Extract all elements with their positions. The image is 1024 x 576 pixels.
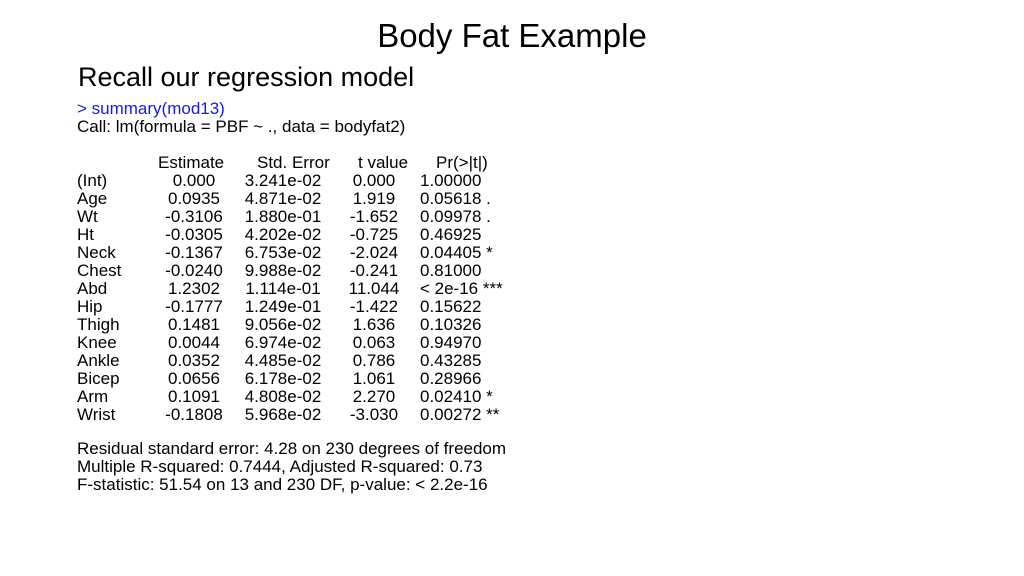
coef-t-value: 0.063 — [352, 333, 396, 352]
coef-p-value: 0.15622 — [420, 297, 482, 316]
coef-estimate: 0.1091 — [168, 387, 220, 406]
coef-name: Thigh — [77, 315, 120, 334]
coef-name: Hip — [77, 297, 103, 316]
coef-t-value: -1.652 — [349, 207, 399, 226]
coef-p-value: 0.28966 — [420, 369, 482, 388]
table-row: Arm 0.1091 4.808e-02 2.270 0.02410 * — [0, 388, 1024, 406]
coef-name: Arm — [77, 387, 109, 406]
coef-t-value: 11.044 — [348, 279, 400, 298]
coef-t-value: -0.725 — [349, 225, 399, 244]
table-row: Ht -0.0305 4.202e-02 -0.725 0.46925 — [0, 226, 1024, 244]
coef-t-value: 2.270 — [352, 387, 396, 406]
header-std-error: Std. Error — [257, 153, 330, 172]
table-row: Knee 0.0044 6.974e-02 0.063 0.94970 — [0, 334, 1024, 352]
coef-estimate: -0.3106 — [165, 207, 223, 226]
coef-estimate: 1.2302 — [168, 279, 220, 298]
coef-std-error: 9.056e-02 — [244, 315, 322, 334]
coef-name: Abd — [77, 279, 108, 298]
coef-name: Age — [77, 189, 108, 208]
coef-std-error: 1.249e-01 — [244, 297, 322, 316]
table-row: Hip -0.1777 1.249e-01 -1.422 0.15622 — [0, 298, 1024, 316]
table-row: Thigh 0.1481 9.056e-02 1.636 0.10326 — [0, 316, 1024, 334]
table-row: (Int) 0.000 3.241e-02 0.000 1.00000 — [0, 172, 1024, 190]
table-row: Ankle 0.0352 4.485e-02 0.786 0.43285 — [0, 352, 1024, 370]
coef-p-value: 0.10326 — [420, 315, 482, 334]
coef-std-error: 6.974e-02 — [244, 333, 322, 352]
coef-p-value: 0.94970 — [420, 333, 482, 352]
table-row: Wrist -0.1808 5.968e-02 -3.030 0.00272 ** — [0, 406, 1024, 424]
coef-t-value: -3.030 — [349, 405, 399, 424]
coef-estimate: -0.0240 — [165, 261, 223, 280]
coef-t-value: 1.061 — [352, 369, 396, 388]
coef-name: Knee — [77, 333, 117, 352]
table-row: Abd 1.2302 1.114e-01 11.044 < 2e-16 *** — [0, 280, 1024, 298]
coef-t-value: -0.241 — [349, 261, 399, 280]
coef-name: Wrist — [77, 405, 116, 424]
r-command: > summary(mod13) — [77, 99, 225, 118]
coef-p-value: 0.02410 * — [420, 387, 493, 406]
coef-t-value: 1.636 — [352, 315, 396, 334]
coef-name: Neck — [77, 243, 116, 262]
coef-estimate: 0.000 — [172, 171, 216, 190]
coef-t-value: -2.024 — [349, 243, 399, 262]
coef-p-value: 0.05618 . — [420, 189, 491, 208]
coef-std-error: 4.808e-02 — [244, 387, 322, 406]
coef-estimate: 0.1481 — [168, 315, 220, 334]
coef-estimate: -0.1777 — [165, 297, 223, 316]
r-call: Call: lm(formula = PBF ~ ., data = bodyf… — [77, 117, 406, 136]
coef-name: Bicep — [77, 369, 120, 388]
coef-t-value: -1.422 — [349, 297, 399, 316]
f-statistic-line: F-statistic: 51.54 on 13 and 230 DF, p-v… — [77, 475, 488, 494]
coef-estimate: -0.1367 — [165, 243, 223, 262]
table-row: Neck -0.1367 6.753e-02 -2.024 0.04405 * — [0, 244, 1024, 262]
coef-name: (Int) — [77, 171, 108, 190]
coef-p-value: 0.04405 * — [420, 243, 493, 262]
table-row: Wt -0.3106 1.880e-01 -1.652 0.09978 . — [0, 208, 1024, 226]
coef-std-error: 9.988e-02 — [244, 261, 322, 280]
coef-estimate: 0.0352 — [168, 351, 220, 370]
coef-estimate: 0.0935 — [168, 189, 220, 208]
coef-estimate: -0.0305 — [165, 225, 223, 244]
coef-p-value: 1.00000 — [420, 171, 482, 190]
header-p-value: Pr(>|t|) — [436, 153, 488, 172]
coef-p-value: 0.46925 — [420, 225, 482, 244]
coef-std-error: 6.178e-02 — [244, 369, 322, 388]
coef-p-value: 0.43285 — [420, 351, 482, 370]
coef-std-error: 4.485e-02 — [244, 351, 322, 370]
coef-name: Ht — [77, 225, 94, 244]
slide-title-text: Body Fat Example — [377, 17, 647, 54]
coef-t-value: 0.000 — [352, 171, 396, 190]
coef-std-error: 5.968e-02 — [244, 405, 322, 424]
table-row: Bicep 0.0656 6.178e-02 1.061 0.28966 — [0, 370, 1024, 388]
residual-standard-error: Residual standard error: 4.28 on 230 deg… — [77, 439, 507, 458]
coef-p-value: < 2e-16 *** — [420, 279, 503, 298]
coefficient-table: (Int) 0.000 3.241e-02 0.000 1.00000 Age 0.0935… — [0, 172, 1024, 424]
model-summary: Residual standard error: 4.28 on 230 deg… — [77, 440, 506, 494]
coef-name: Wt — [77, 207, 98, 226]
coef-p-value: 0.09978 . — [420, 207, 491, 226]
coef-p-value: 0.00272 ** — [420, 405, 500, 424]
coef-std-error: 1.114e-01 — [245, 279, 321, 298]
coef-std-error: 6.753e-02 — [244, 243, 322, 262]
table-row: Chest -0.0240 9.988e-02 -0.241 0.81000 — [0, 262, 1024, 280]
coef-name: Ankle — [77, 351, 120, 370]
coef-std-error: 4.871e-02 — [244, 189, 322, 208]
coef-estimate: 0.0656 — [168, 369, 220, 388]
slide-subtitle: Recall our regression model — [78, 62, 415, 92]
slide-title: Body Fat Example — [0, 16, 1024, 56]
coef-estimate: 0.0044 — [168, 333, 220, 352]
table-row: Age 0.0935 4.871e-02 1.919 0.05618 . — [0, 190, 1024, 208]
coef-std-error: 3.241e-02 — [244, 171, 322, 190]
coef-t-value: 0.786 — [352, 351, 396, 370]
header-t-value: t value — [358, 153, 409, 172]
header-estimate: Estimate — [158, 153, 225, 172]
r-squared-line: Multiple R-squared: 0.7444, Adjusted R-s… — [77, 457, 483, 476]
coef-t-value: 1.919 — [352, 189, 396, 208]
coef-estimate: -0.1808 — [165, 405, 223, 424]
coef-std-error: 4.202e-02 — [244, 225, 322, 244]
coef-p-value: 0.81000 — [420, 261, 482, 280]
coef-std-error: 1.880e-01 — [244, 207, 322, 226]
coef-name: Chest — [77, 261, 122, 280]
